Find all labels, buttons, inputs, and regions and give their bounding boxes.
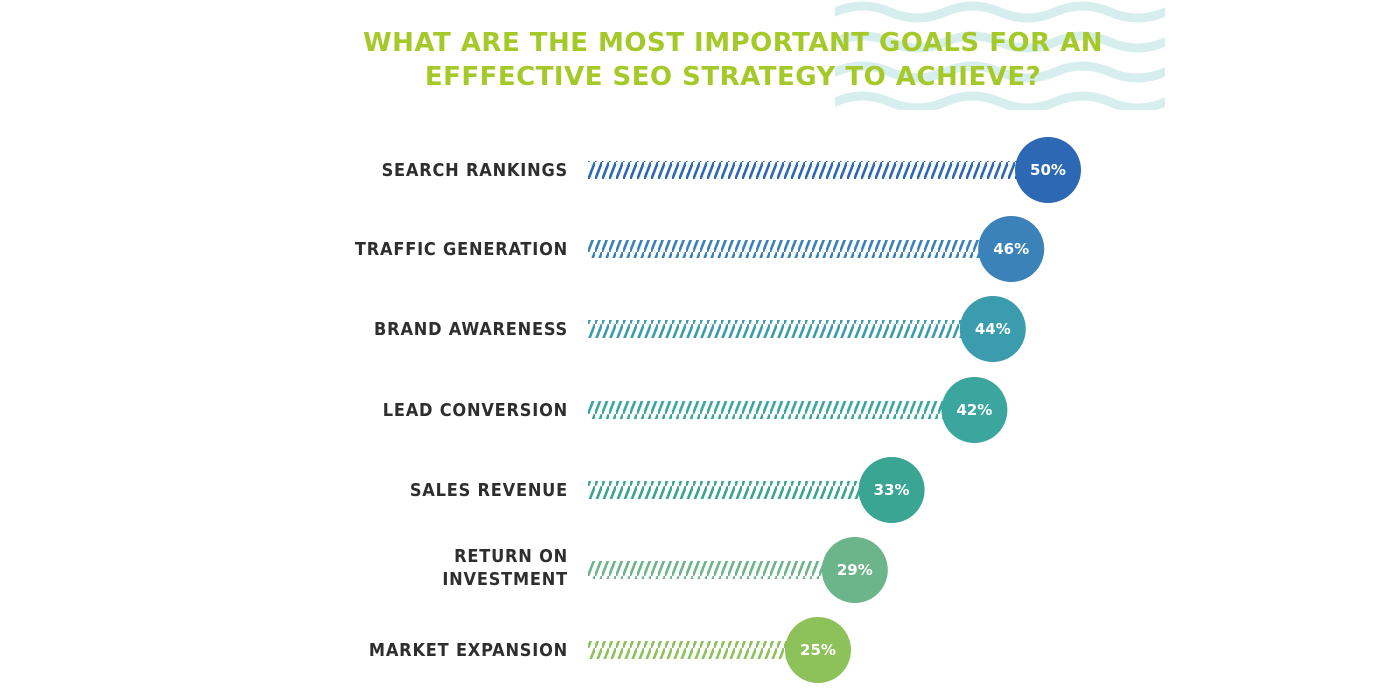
bar-return-on-investment	[588, 561, 855, 579]
category-label: TRAFFIC GENERATION	[355, 238, 568, 261]
wave-line	[835, 91, 1165, 110]
value-marker	[785, 617, 851, 683]
category-label: MARKET EXPANSION	[369, 639, 568, 662]
category-label-line: SEARCH RANKINGS	[381, 159, 568, 181]
bar-traffic-generation	[588, 240, 1012, 258]
category-label-line: SALES REVENUE	[409, 479, 568, 501]
category-label-line: BRAND AWARENESS	[374, 318, 568, 340]
category-label-line: MARKET EXPANSION	[368, 639, 568, 661]
category-label: SALES REVENUE	[410, 479, 568, 502]
category-label-line: TRAFFIC GENERATION	[354, 238, 568, 260]
bar-brand-awareness	[588, 320, 993, 338]
value-label: 29%	[837, 561, 873, 579]
value-marker	[978, 216, 1045, 282]
wave-line	[835, 61, 1165, 83]
category-label-line: LEAD CONVERSION	[382, 399, 568, 421]
category-label: BRAND AWARENESS	[374, 318, 568, 341]
value-marker	[941, 377, 1008, 443]
wave-line	[835, 1, 1165, 23]
bar-search-rankings	[588, 161, 1048, 179]
bar-market-expansion	[588, 641, 818, 659]
value-marker	[858, 457, 925, 523]
category-label: RETURN ON INVESTMENT	[442, 545, 568, 591]
category-label-line: INVESTMENT	[442, 569, 568, 590]
wave-line	[835, 31, 1165, 53]
value-marker	[821, 537, 888, 603]
value-marker	[959, 296, 1026, 362]
value-label: 50%	[1030, 161, 1066, 179]
value-label: 44%	[975, 320, 1011, 338]
value-label: 46%	[993, 240, 1029, 258]
value-label: 25%	[800, 641, 836, 659]
chart-title-line-2: EFFFECTIVE SEO STRATEGY TO ACHIEVE?	[424, 62, 1042, 92]
value-marker	[1015, 137, 1081, 203]
category-label: SEARCH RANKINGS	[382, 159, 568, 182]
bar-lead-conversion	[588, 401, 975, 419]
bar-sales-revenue	[588, 481, 892, 499]
chart-title-line-1: WHAT ARE THE MOST IMPORTANT GOALS FOR AN	[362, 28, 1104, 58]
value-label: 33%	[874, 481, 910, 499]
value-label: 42%	[956, 401, 992, 419]
category-label-line: RETURN ON	[454, 546, 568, 567]
category-label: LEAD CONVERSION	[383, 399, 568, 422]
